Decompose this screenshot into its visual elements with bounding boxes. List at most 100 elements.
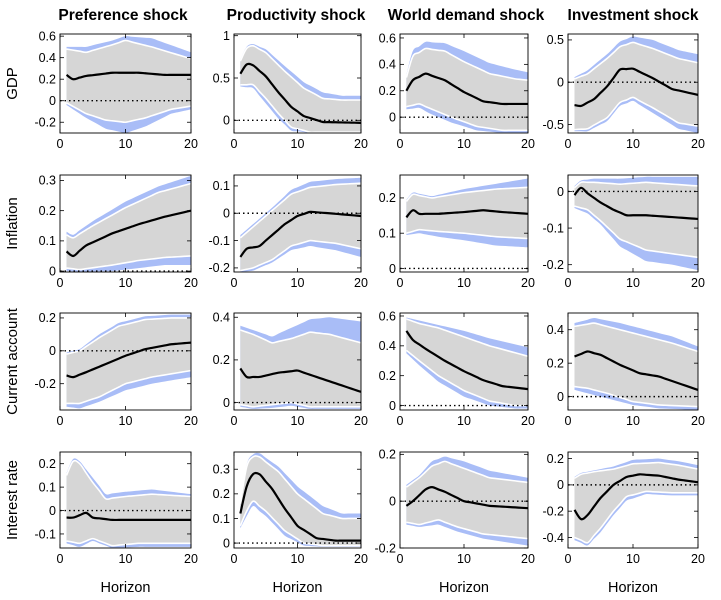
x-tick-label: 10: [626, 552, 640, 566]
y-tick-label: 0: [49, 94, 56, 108]
y-tick-label: 0.4: [39, 51, 56, 65]
inner-band-lower-edge: [66, 369, 191, 405]
inner-credible-band: [66, 460, 191, 546]
x-tick-label: 20: [184, 276, 198, 290]
panel-gdp-world-demand-shock: 0 0.2 0.4 0.6 0 10 20: [379, 31, 535, 151]
inner-credible-band: [66, 317, 191, 404]
y-tick-label: 0.6: [39, 29, 56, 43]
inner-credible-band: [66, 40, 191, 123]
median-response-line: [239, 367, 361, 393]
median-response-line: [66, 511, 191, 522]
inner-credible-band: [574, 462, 698, 543]
y-tick-label: 0: [223, 114, 230, 128]
inner-credible-band: [240, 45, 361, 133]
panel-interest-rate-investment-shock: -0.4 -0.2 0 0.2 0 10 20: [542, 451, 705, 566]
y-tick-label: 0.2: [547, 452, 564, 466]
y-tick-label: -0.5: [542, 118, 564, 132]
x-tick-label: 20: [691, 414, 705, 428]
y-tick-label: 0.2: [39, 204, 56, 218]
panel-gdp-productivity-shock: 00.510 10 20: [213, 29, 368, 151]
panel-inflation-world-demand-shock: 0 0.1 0.2 0 10 20: [379, 174, 535, 290]
y-tick-label: 0.1: [39, 480, 56, 494]
y-tick-label: 0.2: [39, 457, 56, 471]
y-tick-label: 0: [557, 76, 564, 90]
y-tick-label: -0.2: [374, 541, 396, 555]
row-label-interest-rate: Interest rate: [4, 460, 21, 540]
y-tick-label: 0.2: [213, 487, 230, 501]
median-response-line: [405, 72, 528, 106]
y-tick-label: 0.2: [379, 448, 396, 462]
median-response-line: [405, 486, 528, 510]
x-tick-label: 0: [57, 552, 64, 566]
inner-band-lower-edge: [406, 228, 528, 240]
x-tick-label: 20: [184, 137, 198, 151]
median-response-line: [239, 62, 361, 124]
x-tick-label: 0: [397, 552, 404, 566]
panel-gdp-preference-shock: -0.200.20.40.60 10 20: [34, 29, 198, 151]
x-tick-label: 10: [291, 276, 305, 290]
x-tick-label: 20: [691, 276, 705, 290]
x-tick-label: 10: [119, 137, 133, 151]
panel-interest-rate-preference-shock: -0.100.10.20 10 20: [34, 451, 198, 566]
panel-inflation-productivity-shock: -0.2 -0.1 0 0.1 0 10 20: [208, 174, 368, 290]
column-title-preference-shock: Preference shock: [58, 7, 188, 24]
y-tick-label: 0.5: [213, 71, 230, 85]
y-tick-label: 1: [223, 29, 230, 43]
x-tick-label: 10: [119, 552, 133, 566]
inner-band-lower-edge: [574, 205, 698, 259]
inner-band-upper-edge: [66, 39, 191, 60]
inner-band-upper-edge: [574, 41, 698, 80]
y-tick-label: 0.2: [213, 353, 230, 367]
inner-band-upper-edge: [405, 460, 528, 488]
y-tick-label: 0.4: [379, 339, 396, 353]
x-tick-label: 0: [231, 276, 238, 290]
inner-band-lower-edge: [239, 500, 361, 547]
x-tick-label: 10: [457, 137, 471, 151]
y-tick-label: 0: [389, 110, 396, 124]
y-tick-label: -0.2: [208, 261, 230, 275]
y-tick-label: -0.1: [542, 221, 564, 235]
panel-current-account-world-demand-shock: 0 0.2 0.4 0.6 0 10 20: [379, 309, 535, 428]
y-tick-label: 0.1: [39, 234, 56, 248]
y-tick-label: 0.5: [547, 33, 564, 47]
x-tick-label: 0: [231, 552, 238, 566]
inner-credible-band: [240, 330, 361, 407]
x-axis-label: Horizon: [439, 580, 489, 596]
inner-band-lower-edge: [240, 239, 361, 272]
median-response-line: [239, 210, 361, 258]
x-tick-label: 20: [184, 414, 198, 428]
y-tick-label: 0.3: [213, 463, 230, 477]
x-tick-label: 10: [626, 276, 640, 290]
x-tick-label: 10: [457, 552, 471, 566]
x-tick-label: 20: [691, 137, 705, 151]
y-tick-label: 0: [389, 262, 396, 276]
y-tick-label: 0: [223, 207, 230, 221]
inner-band-lower-edge: [66, 255, 191, 271]
row-label-current-account: Current account: [4, 307, 21, 415]
x-tick-label: 10: [626, 137, 640, 151]
x-tick-label: 20: [521, 276, 535, 290]
y-tick-label: -0.2: [542, 504, 564, 518]
x-tick-label: 20: [354, 414, 368, 428]
median-response-line: [239, 471, 361, 542]
inner-band-upper-edge: [574, 461, 698, 479]
panel-current-account-investment-shock: 0 0.2 0.4 0 10 20: [547, 312, 705, 428]
y-tick-label: 0: [223, 536, 230, 550]
inner-band-upper-edge: [65, 459, 191, 501]
y-tick-label: -0.2: [34, 377, 56, 391]
inner-credible-band: [406, 187, 528, 239]
median-response-line: [65, 209, 191, 258]
median-response-line: [405, 209, 528, 219]
x-tick-label: 10: [291, 137, 305, 151]
inner-band-upper-edge: [66, 317, 191, 355]
y-tick-label: -0.4: [542, 531, 564, 545]
inner-credible-band: [240, 455, 361, 546]
inner-band-upper-edge: [405, 186, 528, 202]
x-tick-label: 0: [57, 137, 64, 151]
x-tick-label: 0: [231, 414, 238, 428]
panel-interest-rate-productivity-shock: 0 0.1 0.2 0.3 0 10 20: [213, 451, 368, 566]
x-tick-label: 10: [119, 414, 133, 428]
x-tick-label: 0: [57, 276, 64, 290]
y-tick-label: 0.6: [379, 309, 396, 323]
column-title-world-demand-shock: World demand shock: [388, 7, 545, 24]
